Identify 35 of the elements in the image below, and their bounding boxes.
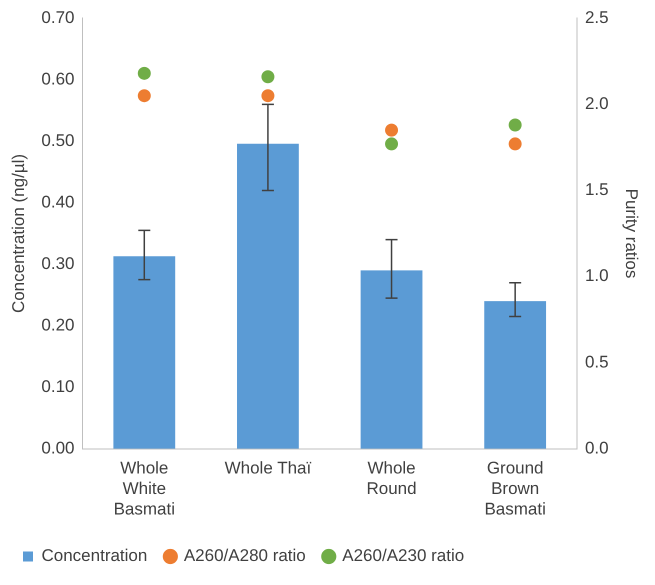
y-tick-label: 0.20	[41, 315, 74, 334]
x-tick-label: Whole White Basmati	[114, 458, 176, 518]
legend-label: Concentration	[42, 546, 148, 566]
legend-label: A260/A230 ratio	[342, 546, 464, 566]
y-tick-label: 0.30	[41, 254, 74, 273]
y-axis-title: Concentration (ng/µl)	[8, 154, 28, 314]
y2-tick-label: 1.5	[584, 180, 609, 200]
point	[385, 124, 398, 137]
point	[261, 70, 274, 84]
y-tick-label: 0.10	[41, 376, 74, 396]
bar	[113, 256, 176, 449]
y2-axis-title: Purity ratios	[622, 188, 642, 278]
point	[261, 89, 274, 102]
y2-tick-label: 0.0	[584, 438, 609, 458]
legend-label: A260/A280 ratio	[184, 546, 306, 566]
bar	[237, 144, 299, 449]
y2-tick-label: 2.0	[584, 94, 609, 114]
point	[138, 66, 151, 80]
x-tick-label: Ground Brown Basmati	[484, 458, 546, 518]
y-tick-label: 0.60	[41, 69, 74, 88]
y-tick-label: 0.50	[41, 130, 74, 150]
y-tick-label: 0.70	[41, 8, 74, 27]
y2-tick-label: 2.5	[584, 8, 609, 27]
x-tick-label: Whole Round	[366, 458, 417, 498]
point	[508, 118, 522, 132]
bar	[484, 301, 546, 449]
y-tick-label: 0.40	[41, 192, 74, 212]
point	[138, 89, 151, 102]
point	[385, 137, 398, 150]
y2-tick-label: 0.5	[584, 352, 609, 372]
bar	[360, 270, 422, 449]
y-tick-label: 0.00	[41, 438, 74, 458]
point	[508, 137, 522, 150]
x-tick-label: Whole Thaï	[224, 458, 312, 478]
y2-tick-label: 1.0	[584, 266, 609, 286]
